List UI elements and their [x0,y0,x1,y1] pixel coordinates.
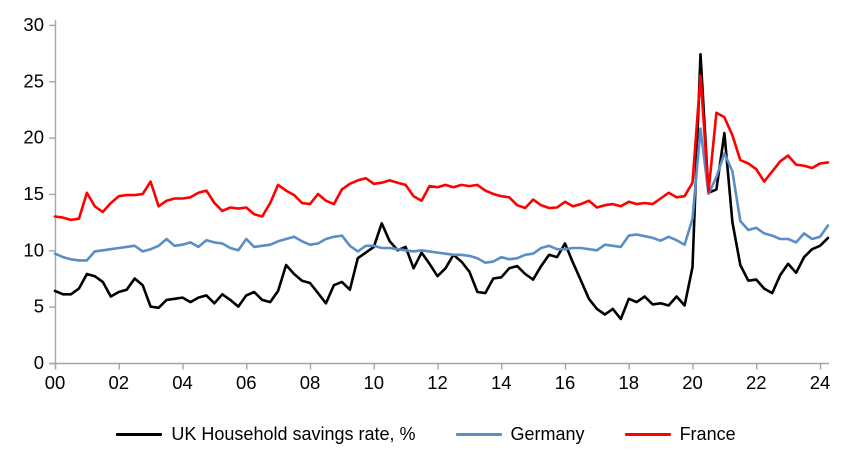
x-axis-label: 18 [618,372,639,393]
x-axis-label: 22 [746,372,767,393]
x-axis-label: 24 [810,372,831,393]
line-chart-plot-area: 0 5 10 15 20 25 30 00 02 04 06 08 10 12 14 16 18 20 22 24 [23,14,831,393]
y-axis-label: 10 [23,239,44,260]
legend-item-france: France [624,424,736,445]
x-axis-label: 10 [363,372,384,393]
legend-label-germany: Germany [510,424,585,444]
uk-line-swatch-icon [116,433,163,436]
x-axis-label: 06 [236,372,257,393]
series-line-germany [53,127,830,265]
x-axis-label: 16 [555,372,576,393]
france-line-swatch-icon [624,433,671,436]
series-line-france [53,74,830,222]
y-axis-label: 15 [23,183,44,204]
y-axis-label: 5 [34,296,44,317]
x-axis-label: 12 [427,372,448,393]
x-axis-label: 02 [108,372,129,393]
legend-label-uk: UK Household savings rate, % [171,424,416,444]
chart-legend: UK Household savings rate, % Germany Fra… [0,424,852,445]
y-axis-label: 20 [23,127,44,148]
x-axis-label: 04 [172,372,193,393]
legend-label-france: France [679,424,736,444]
x-axis-label: 08 [300,372,321,393]
y-axis-label: 30 [23,14,44,35]
legend-item-germany: Germany [455,424,585,445]
legend-item-uk: UK Household savings rate, % [116,424,416,445]
germany-line-swatch-icon [455,433,502,436]
y-axis-label: 25 [23,70,44,91]
x-axis-label: 20 [682,372,703,393]
x-axis-label: 14 [491,372,512,393]
x-axis-label: 00 [45,372,66,393]
y-axis-label: 0 [34,352,44,373]
